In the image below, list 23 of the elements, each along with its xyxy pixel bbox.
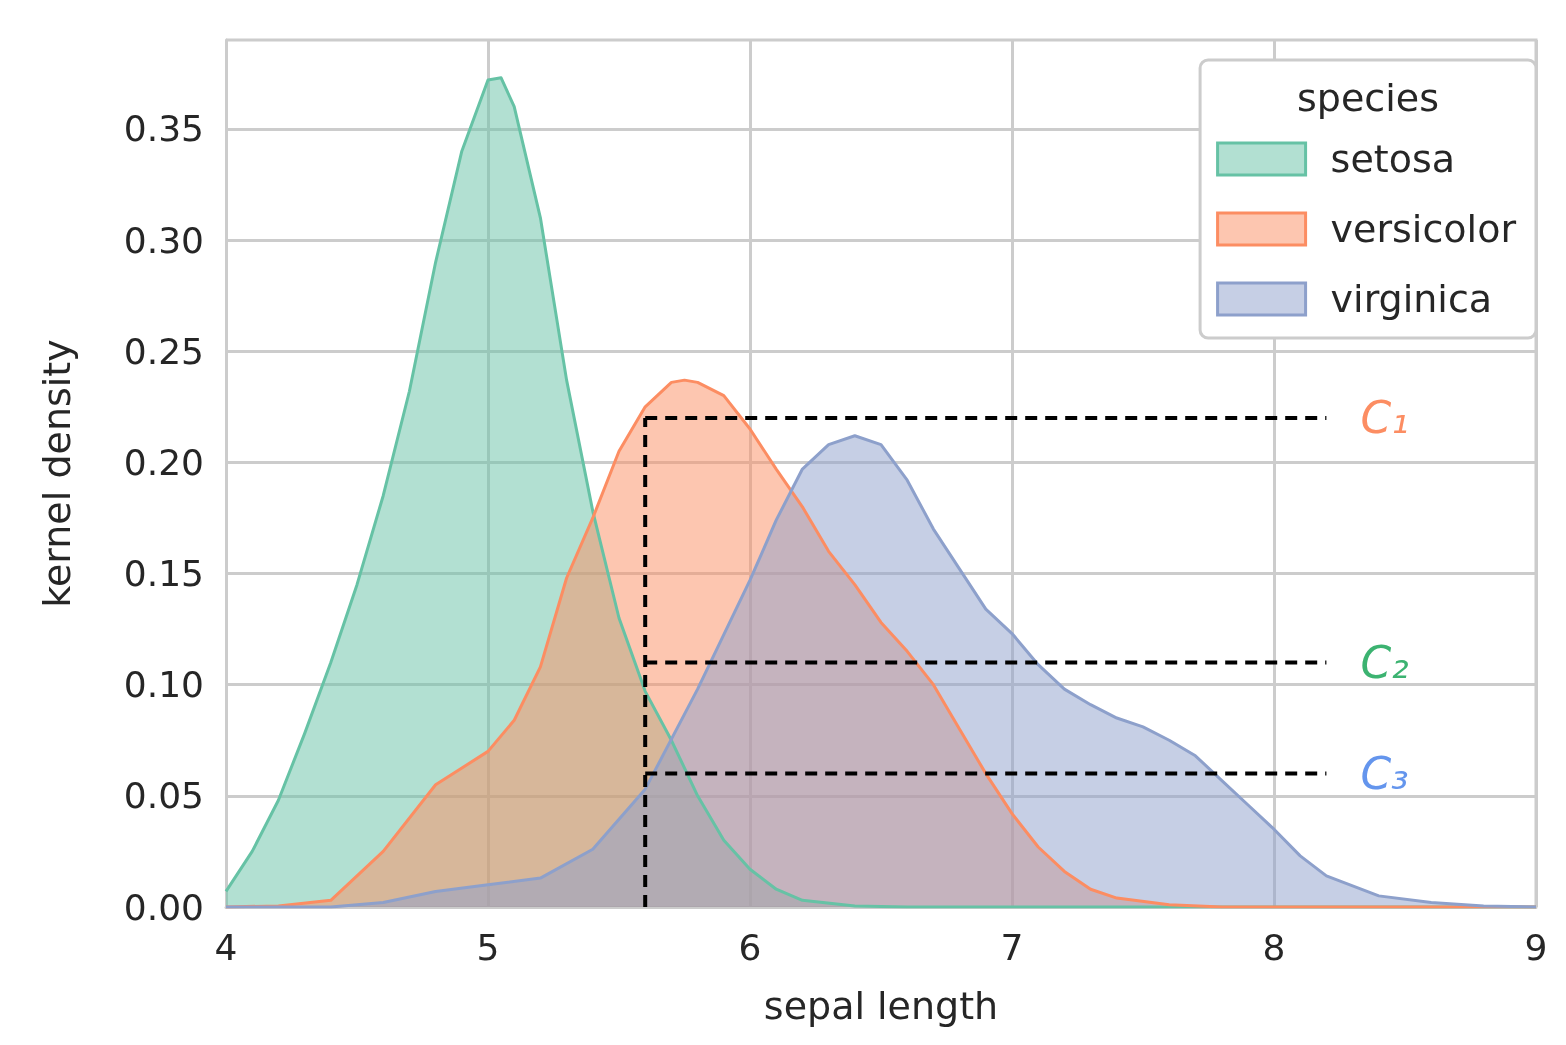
legend-label: virginica bbox=[1330, 277, 1493, 321]
x-tick-label: 4 bbox=[214, 926, 238, 968]
y-tick-label: 0.10 bbox=[123, 664, 204, 706]
y-tick-label: 0.20 bbox=[123, 441, 204, 483]
y-tick-label: 0.15 bbox=[123, 553, 204, 595]
y-tick-label: 0.30 bbox=[123, 219, 204, 261]
x-tick-label: 9 bbox=[1524, 926, 1548, 968]
annotation: C₃ bbox=[1360, 748, 1409, 800]
y-tick-label: 0.35 bbox=[123, 108, 204, 150]
y-tick-label: 0.00 bbox=[123, 886, 204, 928]
x-tick-label: 6 bbox=[738, 926, 762, 968]
annotation: C₁ bbox=[1360, 392, 1409, 444]
x-tick-label: 8 bbox=[1262, 926, 1286, 968]
y-tick-label: 0.25 bbox=[123, 330, 204, 372]
legend-label: setosa bbox=[1330, 137, 1455, 181]
x-tick-label: 5 bbox=[476, 926, 500, 968]
y-axis-title: kernel density bbox=[35, 339, 79, 608]
legend-title: species bbox=[1297, 75, 1440, 120]
x-axis-title: sepal length bbox=[763, 984, 999, 1028]
annotation: C₂ bbox=[1360, 636, 1409, 688]
y-tick-label: 0.05 bbox=[123, 775, 204, 817]
x-tick-label: 7 bbox=[1000, 926, 1024, 968]
legend-label: versicolor bbox=[1330, 207, 1517, 251]
